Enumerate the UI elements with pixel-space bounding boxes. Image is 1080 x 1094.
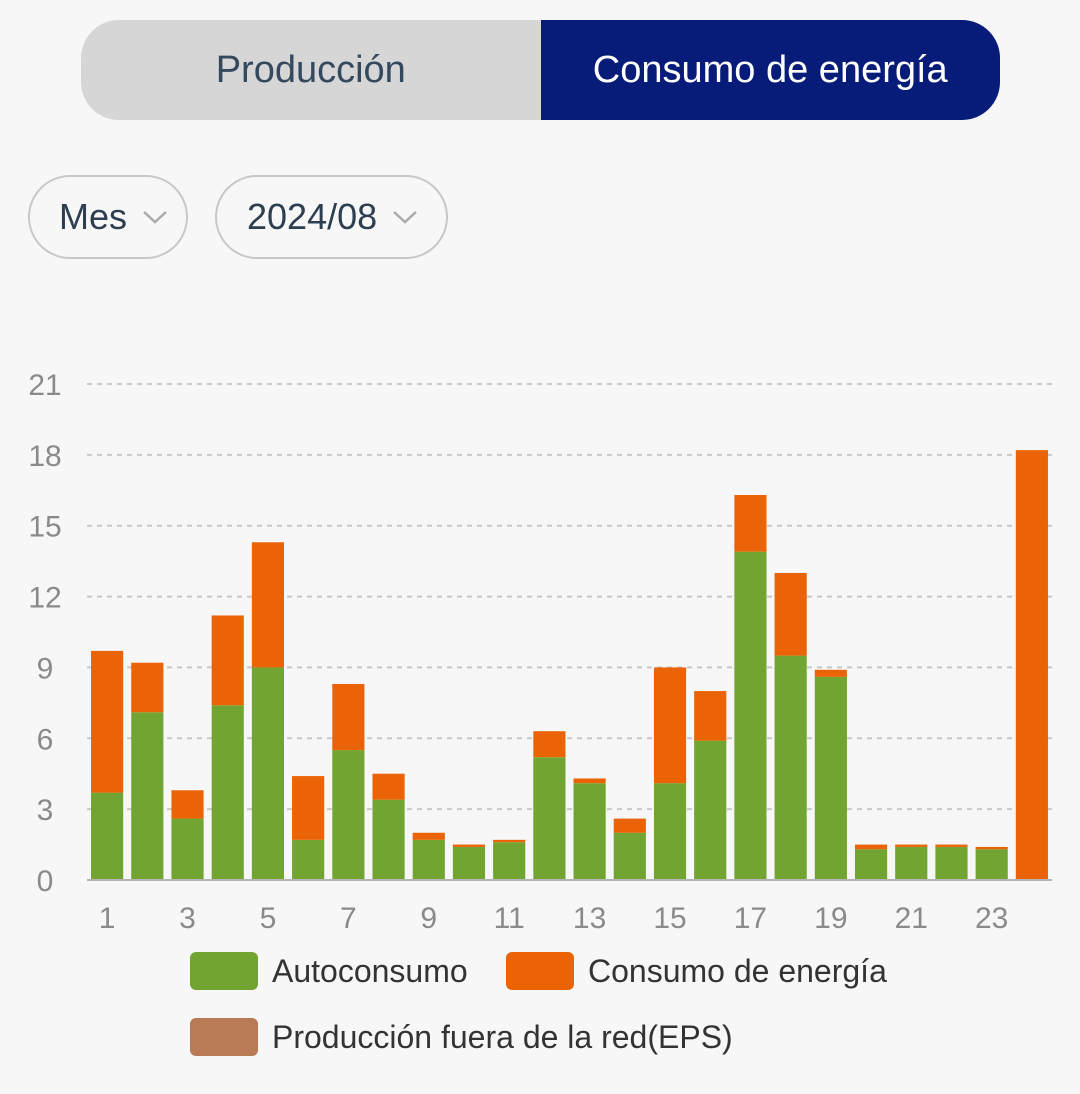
bar-autoconsumo-day-3[interactable] bbox=[171, 818, 204, 880]
bar-autoconsumo-day-18[interactable] bbox=[774, 655, 807, 880]
bar-autoconsumo-day-1[interactable] bbox=[91, 792, 124, 880]
bar-consumo-day-15[interactable] bbox=[653, 667, 687, 784]
bar-autoconsumo-day-13[interactable] bbox=[573, 783, 606, 880]
legend-swatch-consumo bbox=[506, 952, 574, 990]
x-tick-label: 23 bbox=[975, 902, 1008, 935]
bar-autoconsumo-day-23[interactable] bbox=[975, 849, 1008, 880]
bar-consumo-day-8[interactable] bbox=[372, 773, 405, 800]
y-tick-label: 3 bbox=[37, 794, 54, 827]
bar-autoconsumo-day-16[interactable] bbox=[694, 740, 727, 880]
x-tick-label: 17 bbox=[734, 902, 767, 935]
bar-autoconsumo-day-14[interactable] bbox=[613, 832, 646, 880]
bar-consumo-day-7[interactable] bbox=[332, 683, 365, 751]
bar-consumo-day-19[interactable] bbox=[814, 669, 847, 677]
bar-autoconsumo-day-19[interactable] bbox=[814, 676, 847, 880]
bar-consumo-day-3[interactable] bbox=[171, 790, 204, 819]
bar-autoconsumo-day-5[interactable] bbox=[251, 667, 285, 880]
x-tick-label: 7 bbox=[340, 902, 357, 935]
bar-consumo-day-23[interactable] bbox=[975, 846, 1008, 850]
bar-autoconsumo-day-6[interactable] bbox=[292, 839, 325, 880]
y-tick-label: 6 bbox=[37, 723, 54, 756]
x-tick-label: 9 bbox=[420, 902, 437, 935]
bar-consumo-day-9[interactable] bbox=[412, 832, 445, 840]
y-tick-label: 21 bbox=[28, 369, 61, 402]
x-tick-label: 1 bbox=[99, 902, 116, 935]
tab-production[interactable]: Producción bbox=[81, 20, 541, 120]
month-select[interactable]: 2024/08 bbox=[215, 175, 448, 259]
y-tick-label: 15 bbox=[28, 511, 61, 544]
bar-autoconsumo-day-11[interactable] bbox=[493, 842, 526, 880]
bar-autoconsumo-day-15[interactable] bbox=[653, 783, 687, 880]
chevron-down-icon bbox=[143, 211, 167, 224]
bar-autoconsumo-day-8[interactable] bbox=[372, 799, 405, 880]
bar-consumo-day-21[interactable] bbox=[895, 844, 928, 847]
bar-consumo-day-2[interactable] bbox=[131, 662, 164, 713]
bar-consumo-day-17[interactable] bbox=[734, 495, 767, 552]
legend-swatch-autoconsumo bbox=[190, 952, 258, 990]
bar-autoconsumo-day-22[interactable] bbox=[935, 846, 968, 880]
chevron-down-icon bbox=[393, 211, 417, 224]
bar-consumo-day-6[interactable] bbox=[292, 776, 325, 840]
bar-consumo-day-16[interactable] bbox=[694, 691, 727, 741]
bar-consumo-day-20[interactable] bbox=[854, 844, 888, 850]
bar-autoconsumo-day-9[interactable] bbox=[412, 839, 445, 880]
x-tick-label: 21 bbox=[895, 902, 928, 935]
legend-swatch-eps bbox=[190, 1018, 258, 1056]
tab-energy-consumption[interactable]: Consumo de energía bbox=[540, 20, 1000, 120]
bar-consumo-day-11[interactable] bbox=[493, 839, 526, 843]
bar-consumo-day-24[interactable] bbox=[1015, 450, 1048, 880]
bar-consumo-day-14[interactable] bbox=[613, 818, 646, 833]
y-tick-label: 9 bbox=[37, 652, 54, 685]
y-tick-label: 18 bbox=[28, 440, 61, 473]
x-tick-label: 3 bbox=[179, 902, 196, 935]
bar-autoconsumo-day-2[interactable] bbox=[131, 712, 164, 880]
bar-consumo-day-4[interactable] bbox=[211, 615, 244, 706]
legend-label-eps: Producción fuera de la red(EPS) bbox=[272, 1018, 733, 1055]
bar-autoconsumo-day-17[interactable] bbox=[734, 551, 767, 880]
y-tick-label: 12 bbox=[28, 582, 61, 615]
bar-consumo-day-5[interactable] bbox=[251, 542, 285, 668]
bar-autoconsumo-day-12[interactable] bbox=[533, 757, 566, 880]
legend-consumo[interactable]: Consumo de energía bbox=[506, 952, 887, 990]
bar-consumo-day-12[interactable] bbox=[533, 731, 566, 758]
bar-autoconsumo-day-7[interactable] bbox=[332, 750, 365, 880]
y-tick-label: 0 bbox=[37, 865, 54, 898]
legend-eps[interactable]: Producción fuera de la red(EPS) bbox=[190, 1018, 733, 1056]
bar-autoconsumo-day-20[interactable] bbox=[854, 849, 888, 880]
month-select-value: 2024/08 bbox=[247, 196, 378, 237]
x-tick-label: 15 bbox=[653, 902, 686, 935]
bar-consumo-day-18[interactable] bbox=[774, 572, 807, 656]
legend-label-autoconsumo: Autoconsumo bbox=[272, 952, 468, 989]
bar-consumo-day-13[interactable] bbox=[573, 778, 606, 784]
period-select-value: Mes bbox=[59, 196, 128, 237]
bar-autoconsumo-day-21[interactable] bbox=[895, 846, 928, 880]
x-tick-label: 5 bbox=[260, 902, 277, 935]
bar-consumo-day-10[interactable] bbox=[452, 844, 486, 847]
bar-consumo-day-1[interactable] bbox=[91, 650, 124, 793]
x-tick-label: 11 bbox=[494, 902, 525, 935]
x-tick-label: 13 bbox=[573, 902, 606, 935]
legend-label-consumo: Consumo de energía bbox=[588, 952, 887, 989]
legend-autoconsumo[interactable]: Autoconsumo bbox=[190, 952, 468, 990]
view-toggle: Producción Consumo de energía bbox=[81, 20, 1000, 120]
x-tick-label: 19 bbox=[814, 902, 847, 935]
bar-autoconsumo-day-10[interactable] bbox=[452, 846, 486, 880]
period-select[interactable]: Mes bbox=[28, 175, 188, 259]
bar-autoconsumo-day-4[interactable] bbox=[211, 705, 244, 880]
bar-consumo-day-22[interactable] bbox=[935, 844, 968, 847]
